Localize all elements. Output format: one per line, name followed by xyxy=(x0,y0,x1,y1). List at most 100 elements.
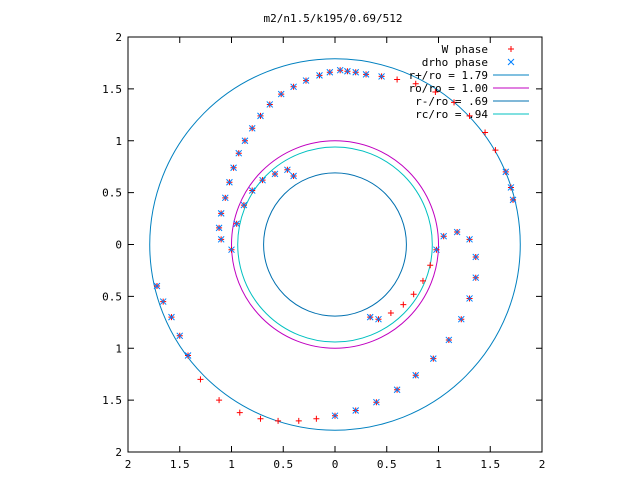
point-1-23 xyxy=(290,172,297,180)
circle-1 xyxy=(231,140,439,349)
legend-label: r-/ro = .69 xyxy=(415,95,488,108)
point-1-4 xyxy=(277,90,285,98)
point-1-32 xyxy=(393,386,401,394)
point-0-69 xyxy=(400,301,407,308)
point-0-46 xyxy=(236,409,243,416)
legend-entry-3: ro/ro = 1.00 xyxy=(409,82,529,95)
point-1-12 xyxy=(221,194,229,202)
legend-entry-2: r+/ro = 1.79 xyxy=(409,69,529,82)
point-1-41 xyxy=(453,228,461,236)
y-tick-label: 1 xyxy=(115,342,122,355)
legend-label: ro/ro = 1.00 xyxy=(409,82,488,95)
y-tick-label: 0 xyxy=(115,239,122,252)
points-layer xyxy=(153,66,517,424)
legend-label: r+/ro = 1.79 xyxy=(409,69,488,82)
y-tick-label: 1.5 xyxy=(102,83,122,96)
point-1-5 xyxy=(266,101,274,108)
legend-entry-1: drho phase xyxy=(422,56,515,69)
circle-3 xyxy=(237,146,433,343)
circle-0 xyxy=(149,58,521,431)
point-0-9 xyxy=(466,112,473,119)
point-0-5 xyxy=(394,76,401,83)
point-1-37 xyxy=(466,295,473,302)
point-0-50 xyxy=(313,415,320,422)
y-tick-label: 0.5 xyxy=(102,187,122,200)
point-1-35 xyxy=(445,336,453,344)
point-1-13 xyxy=(217,210,225,217)
point-1-1 xyxy=(316,72,323,79)
point-0-45 xyxy=(216,397,223,404)
point-0-44 xyxy=(197,376,204,383)
legend-label: W phase xyxy=(442,43,488,56)
point-1-26 xyxy=(168,313,175,321)
point-1-50 xyxy=(378,73,385,80)
point-1-49 xyxy=(362,70,370,78)
point-1-7 xyxy=(248,124,256,132)
point-1-9 xyxy=(235,149,243,157)
point-1-15 xyxy=(217,235,225,243)
point-0-11 xyxy=(492,147,499,154)
y-tick-label: 2 xyxy=(115,446,122,459)
x-tick-label: 1.5 xyxy=(170,458,190,471)
point-1-51 xyxy=(502,168,510,176)
point-1-14 xyxy=(215,224,223,232)
point-0-70 xyxy=(387,309,394,316)
point-1-16 xyxy=(228,246,235,254)
point-1-22 xyxy=(284,166,291,174)
point-1-42 xyxy=(440,232,448,240)
legend-label: drho phase xyxy=(422,56,488,69)
point-1-19 xyxy=(248,187,256,194)
point-1-40 xyxy=(466,235,473,243)
chart-title: m2/n1.5/k195/0.69/512 xyxy=(263,12,402,25)
y-tick-label: 0.5 xyxy=(102,290,122,303)
point-1-29 xyxy=(331,412,339,420)
circle-2 xyxy=(263,172,407,317)
point-1-20 xyxy=(259,176,266,184)
point-1-2 xyxy=(302,77,310,84)
point-1-18 xyxy=(240,201,248,209)
point-0-67 xyxy=(419,277,426,284)
point-1-48 xyxy=(352,68,360,76)
point-1-25 xyxy=(159,298,167,305)
point-1-36 xyxy=(457,315,465,323)
point-1-21 xyxy=(271,170,279,178)
y-tick-label: 2 xyxy=(115,31,122,44)
point-1-6 xyxy=(257,112,264,120)
x-tick-label: 0.5 xyxy=(273,458,293,471)
point-1-8 xyxy=(241,137,249,145)
point-1-53 xyxy=(509,196,517,204)
point-1-3 xyxy=(290,83,297,91)
point-1-45 xyxy=(375,315,382,323)
x-tick-label: 1 xyxy=(435,458,442,471)
point-1-34 xyxy=(429,355,437,362)
point-0-6 xyxy=(412,80,419,87)
point-0-68 xyxy=(410,291,417,298)
legend-entry-4: r-/ro = .69 xyxy=(415,95,529,108)
point-1-46 xyxy=(336,66,344,74)
point-1-11 xyxy=(226,178,233,186)
point-1-52 xyxy=(507,184,515,191)
legend-entry-5: rc/ro = .94 xyxy=(415,108,529,121)
point-1-0 xyxy=(326,68,334,76)
point-1-33 xyxy=(412,371,420,379)
point-0-10 xyxy=(482,129,489,136)
point-1-38 xyxy=(472,274,480,282)
point-0-49 xyxy=(295,417,302,424)
point-1-27 xyxy=(176,332,184,340)
point-1-44 xyxy=(366,313,374,321)
x-tick-label: 1.5 xyxy=(480,458,500,471)
point-1-31 xyxy=(373,398,380,406)
point-1-28 xyxy=(184,352,192,359)
point-1-24 xyxy=(153,282,161,290)
y-tick-label: 1 xyxy=(115,135,122,148)
point-0-66 xyxy=(427,262,434,269)
point-0-8 xyxy=(451,99,458,106)
circles-layer xyxy=(149,58,521,431)
point-1-30 xyxy=(352,407,360,414)
x-tick-label: 2 xyxy=(125,458,132,471)
x-tick-label: 0.5 xyxy=(377,458,397,471)
point-1-17 xyxy=(233,220,241,228)
point-0-47 xyxy=(257,415,264,422)
point-0-48 xyxy=(275,417,282,424)
